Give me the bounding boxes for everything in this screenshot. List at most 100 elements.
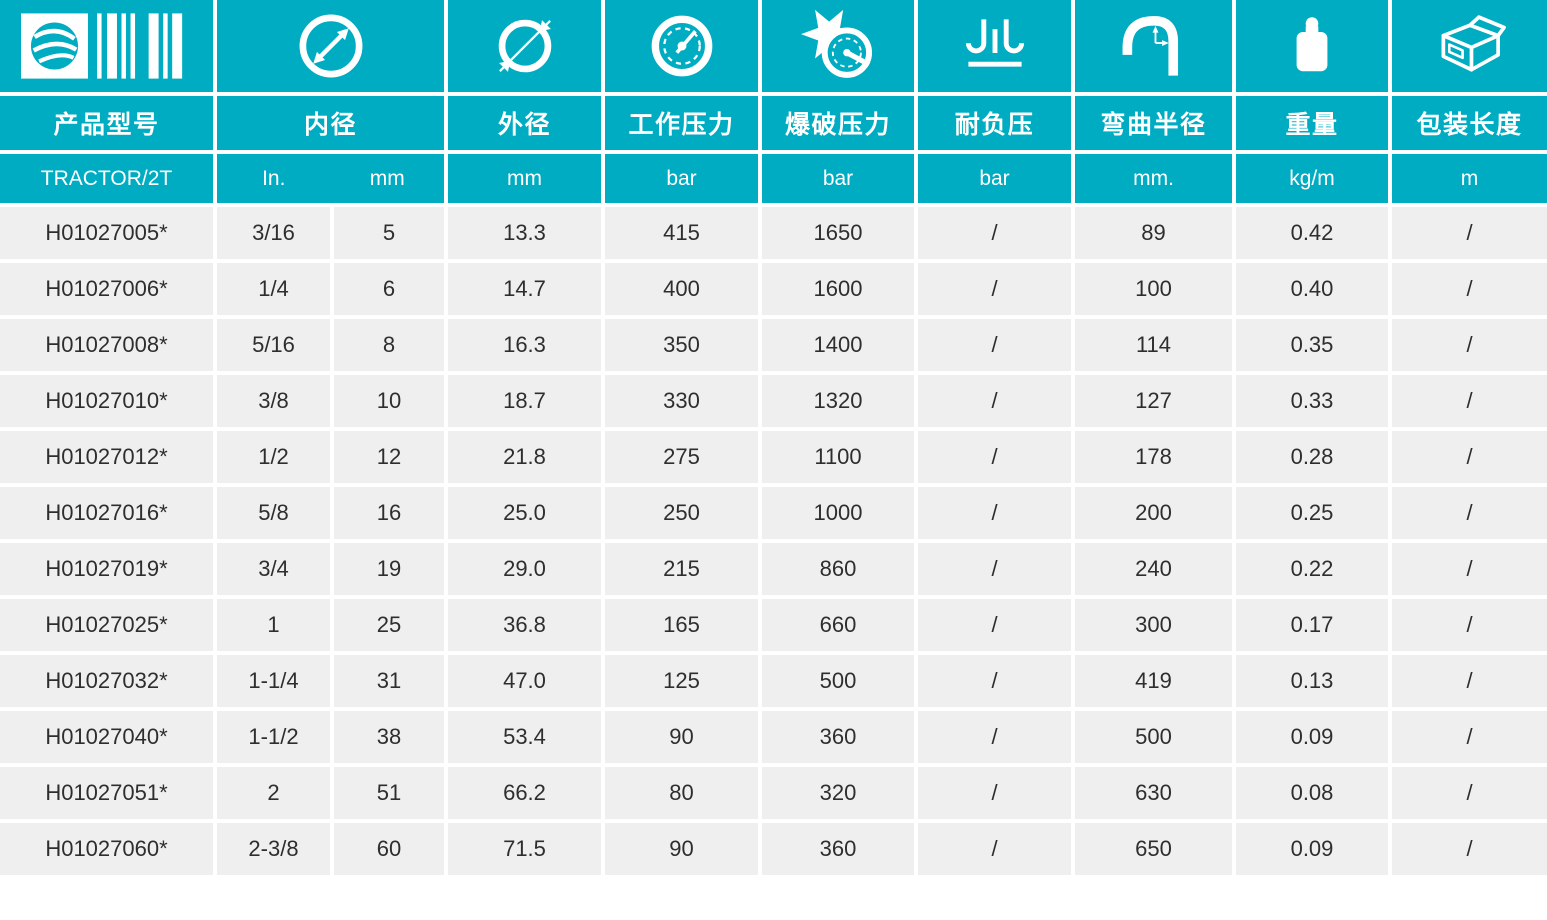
- unit-burst-pressure: bar: [762, 154, 914, 203]
- value-cell: 0.40: [1236, 263, 1388, 315]
- logo-barcode-icon: [20, 13, 182, 79]
- value-cell: 3/16: [217, 207, 330, 259]
- column-label-inner-diameter: 内径: [217, 96, 444, 150]
- value-cell: /: [918, 823, 1071, 875]
- value-cell: /: [918, 487, 1071, 539]
- value-cell: 19: [334, 543, 444, 595]
- value-cell: 71.5: [448, 823, 601, 875]
- value-cell: 0.28: [1236, 431, 1388, 483]
- value-cell: 320: [762, 767, 914, 819]
- value-cell: 3/8: [217, 375, 330, 427]
- value-cell: 650: [1075, 823, 1232, 875]
- value-cell: 0.13: [1236, 655, 1388, 707]
- value-cell: /: [1392, 543, 1547, 595]
- value-cell: 36.8: [448, 599, 601, 651]
- model-cell: H01027060*: [0, 823, 213, 875]
- model-cell: H01027010*: [0, 375, 213, 427]
- value-cell: /: [1392, 319, 1547, 371]
- value-cell: /: [918, 319, 1071, 371]
- burst-pressure-icon: [801, 9, 873, 78]
- value-cell: 2-3/8: [217, 823, 330, 875]
- value-cell: 400: [605, 263, 758, 315]
- header-icon-cell-burst-pressure: [762, 0, 914, 92]
- unit-working-pressure: bar: [605, 154, 758, 203]
- value-cell: 1/4: [217, 263, 330, 315]
- value-cell: 860: [762, 543, 914, 595]
- unit-model-series: TRACTOR/2T: [0, 154, 213, 203]
- value-cell: 1100: [762, 431, 914, 483]
- model-cell: H01027005*: [0, 207, 213, 259]
- value-cell: 5/16: [217, 319, 330, 371]
- value-cell: /: [918, 767, 1071, 819]
- value-cell: 10: [334, 375, 444, 427]
- column-label-model: 产品型号: [0, 96, 213, 150]
- value-cell: 0.25: [1236, 487, 1388, 539]
- unit-vacuum: bar: [918, 154, 1071, 203]
- value-cell: /: [1392, 375, 1547, 427]
- value-cell: 1400: [762, 319, 914, 371]
- value-cell: /: [918, 711, 1071, 763]
- value-cell: 5/8: [217, 487, 330, 539]
- value-cell: 16.3: [448, 319, 601, 371]
- value-cell: 360: [762, 823, 914, 875]
- value-cell: 31: [334, 655, 444, 707]
- value-cell: 0.35: [1236, 319, 1388, 371]
- header-icon-cell-bend-radius: [1075, 0, 1232, 92]
- weight-icon: [1296, 17, 1328, 72]
- value-cell: 1000: [762, 487, 914, 539]
- value-cell: 6: [334, 263, 444, 315]
- column-label-bend-radius: 弯曲半径: [1075, 96, 1232, 150]
- value-cell: 0.42: [1236, 207, 1388, 259]
- value-cell: 330: [605, 375, 758, 427]
- value-cell: 2: [217, 767, 330, 819]
- unit-inner-diameter-in: In.: [262, 166, 286, 190]
- value-cell: /: [1392, 431, 1547, 483]
- value-cell: 60: [334, 823, 444, 875]
- value-cell: 125: [605, 655, 758, 707]
- value-cell: /: [918, 207, 1071, 259]
- value-cell: 53.4: [448, 711, 601, 763]
- value-cell: 3/4: [217, 543, 330, 595]
- model-cell: H01027040*: [0, 711, 213, 763]
- value-cell: /: [918, 599, 1071, 651]
- header-icon-cell-inner-diameter: [217, 0, 444, 92]
- value-cell: /: [1392, 487, 1547, 539]
- column-label-weight: 重量: [1236, 96, 1388, 150]
- value-cell: 13.3: [448, 207, 601, 259]
- value-cell: 240: [1075, 543, 1232, 595]
- value-cell: 200: [1075, 487, 1232, 539]
- bend-radius-icon: [1122, 16, 1178, 76]
- unit-weight: kg/m: [1236, 154, 1388, 203]
- value-cell: /: [918, 655, 1071, 707]
- value-cell: 178: [1075, 431, 1232, 483]
- value-cell: 1: [217, 599, 330, 651]
- value-cell: 14.7: [448, 263, 601, 315]
- column-label-outer-diameter: 外径: [448, 96, 601, 150]
- column-label-burst-pressure: 爆破压力: [762, 96, 914, 150]
- spec-table: 产品型号 内径 外径 工作压力 爆破压力 耐负压 弯曲半径 重量 包装长度 TR…: [0, 0, 1547, 875]
- value-cell: /: [918, 431, 1071, 483]
- model-cell: H01027032*: [0, 655, 213, 707]
- model-cell: H01027012*: [0, 431, 213, 483]
- value-cell: 25: [334, 599, 444, 651]
- value-cell: 21.8: [448, 431, 601, 483]
- value-cell: 16: [334, 487, 444, 539]
- value-cell: 250: [605, 487, 758, 539]
- value-cell: /: [1392, 207, 1547, 259]
- value-cell: /: [918, 263, 1071, 315]
- value-cell: 5: [334, 207, 444, 259]
- value-cell: 165: [605, 599, 758, 651]
- value-cell: /: [1392, 767, 1547, 819]
- value-cell: 12: [334, 431, 444, 483]
- model-cell: H01027019*: [0, 543, 213, 595]
- value-cell: 66.2: [448, 767, 601, 819]
- value-cell: /: [1392, 655, 1547, 707]
- model-cell: H01027008*: [0, 319, 213, 371]
- value-cell: 1-1/2: [217, 711, 330, 763]
- value-cell: 360: [762, 711, 914, 763]
- value-cell: 0.08: [1236, 767, 1388, 819]
- value-cell: /: [918, 375, 1071, 427]
- value-cell: 1/2: [217, 431, 330, 483]
- inner-diameter-icon: [299, 14, 362, 78]
- header-icon-cell-outer-diameter: [448, 0, 601, 92]
